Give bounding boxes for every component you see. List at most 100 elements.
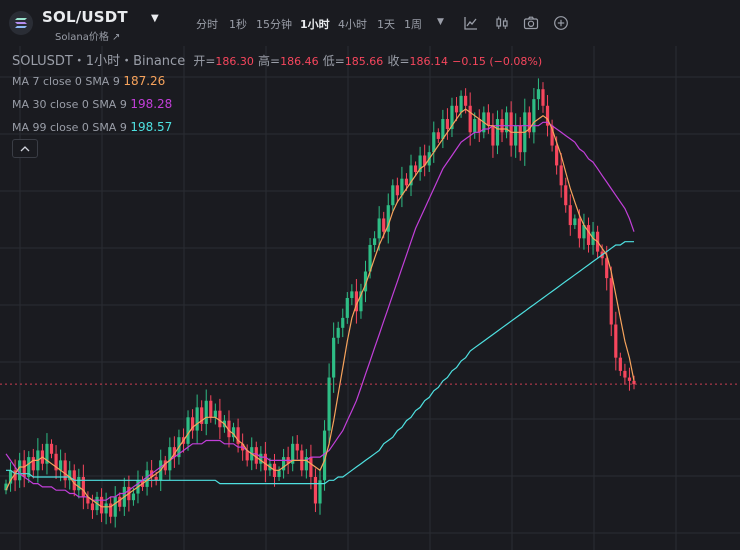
- candle-body: [614, 324, 618, 358]
- candle-body: [509, 112, 513, 146]
- candle-body: [22, 460, 26, 477]
- candle-body: [336, 327, 340, 338]
- candle-body: [27, 457, 31, 477]
- solana-logo-icon: [9, 11, 33, 35]
- candle-body: [404, 178, 409, 186]
- candle-body: [386, 205, 390, 232]
- top-toolbar: SOL/USDT ▼ Solana价格 ↗ 分时 1秒 15分钟 1小时 4小时…: [0, 0, 740, 46]
- candle-body: [473, 119, 477, 133]
- candle-body: [263, 453, 267, 471]
- candle-body: [450, 105, 454, 129]
- tab-timeframe-4h[interactable]: 4小时: [338, 18, 367, 31]
- candle-body: [4, 483, 8, 491]
- candle-body: [368, 244, 372, 272]
- candle-body: [559, 165, 563, 186]
- tab-timeframe-15m[interactable]: 15分钟: [256, 18, 292, 31]
- candle-body: [568, 205, 572, 226]
- candle-body: [109, 503, 113, 517]
- open-value: 186.30: [215, 55, 254, 68]
- candle-body: [550, 125, 554, 146]
- candle-body: [627, 377, 632, 381]
- high-label: 高=: [258, 54, 281, 68]
- close-value: 186.14: [409, 55, 449, 68]
- tab-timeframe-1s[interactable]: 1秒: [229, 18, 247, 31]
- candle-body: [31, 457, 35, 471]
- ma7-legend[interactable]: MA 7 close 0 SMA 9 187.26: [12, 74, 165, 88]
- candle-body: [504, 112, 509, 133]
- candle-body: [527, 112, 531, 133]
- candle-body: [145, 470, 149, 487]
- chevron-down-icon[interactable]: ▼: [151, 13, 159, 24]
- collapse-legend-button[interactable]: [12, 139, 38, 158]
- candle-body: [518, 125, 522, 153]
- candle-body: [577, 218, 581, 239]
- candle-body: [254, 447, 258, 464]
- candle-body: [332, 337, 336, 378]
- asset-price-link[interactable]: Solana价格 ↗: [55, 32, 121, 43]
- ma99-legend[interactable]: MA 99 close 0 SMA 9 198.57: [12, 120, 172, 134]
- pair-selector[interactable]: SOL/USDT: [42, 8, 128, 26]
- low-value: 185.66: [344, 55, 384, 68]
- candle-body: [204, 400, 208, 424]
- candle-body: [400, 178, 404, 196]
- candle-body: [118, 496, 122, 507]
- candle-body: [382, 218, 386, 232]
- candle-body: [341, 317, 345, 328]
- candle-body: [477, 119, 481, 133]
- ma30-legend[interactable]: MA 30 close 0 SMA 9 198.28: [12, 97, 172, 111]
- candle-body: [131, 493, 136, 501]
- candle-body: [86, 496, 90, 504]
- candle-body: [418, 155, 422, 173]
- tab-timeframe-1w[interactable]: 1周: [404, 18, 422, 31]
- ma99-line: [6, 241, 634, 485]
- tab-timeframe-1d[interactable]: 1天: [377, 18, 395, 31]
- candle-body: [218, 410, 222, 428]
- candle-body: [99, 496, 104, 514]
- candle-body: [18, 460, 22, 481]
- candle-body: [536, 89, 541, 100]
- tab-timeframe-tick[interactable]: 分时: [196, 18, 218, 31]
- candle-body: [172, 447, 176, 458]
- ma99-value: 198.57: [130, 120, 173, 134]
- change-value: −0.15 (−0.08%): [452, 55, 543, 68]
- candle-body: [555, 145, 559, 166]
- candle-body: [623, 370, 627, 378]
- price-chart[interactable]: [0, 46, 740, 550]
- add-icon[interactable]: [553, 15, 569, 31]
- candle-body: [495, 119, 500, 146]
- candle-body: [231, 427, 236, 438]
- camera-icon[interactable]: [523, 15, 539, 31]
- candle-body: [59, 460, 63, 471]
- candles: [4, 78, 636, 528]
- candle-body: [514, 125, 518, 146]
- close-label: 收=: [387, 54, 410, 68]
- candle-body: [454, 105, 459, 113]
- candle-body: [345, 298, 349, 318]
- candle-body: [632, 380, 636, 385]
- candle-body: [13, 470, 17, 481]
- symbol-line: SOLUSDT・1小时・Binance: [12, 54, 186, 69]
- ma30-line: [5, 121, 635, 501]
- candle-body: [541, 89, 545, 106]
- candle-body: [195, 407, 199, 431]
- candle-body: [423, 155, 427, 166]
- candle-type-icon[interactable]: [494, 15, 510, 31]
- candle-body: [277, 470, 281, 477]
- candle-body: [363, 271, 368, 292]
- open-label: 开=: [193, 54, 216, 68]
- candle-body: [45, 443, 49, 464]
- candle-body: [532, 99, 536, 133]
- candle-body: [68, 470, 72, 481]
- candle-body: [304, 457, 308, 471]
- ohlc-legend: SOLUSDT・1小时・Binance 开=186.30 高=186.46 低=…: [12, 50, 542, 69]
- indicator-icon[interactable]: [463, 15, 479, 31]
- tab-timeframe-1h[interactable]: 1小时: [300, 18, 330, 31]
- candle-body: [618, 357, 622, 371]
- candle-body: [432, 132, 436, 153]
- candle-body: [582, 225, 586, 239]
- more-timeframes-chevron-icon[interactable]: ▼: [437, 17, 444, 27]
- ma30-label: MA 30 close 0 SMA 9: [12, 98, 127, 111]
- candle-body: [609, 278, 613, 325]
- candle-body: [309, 457, 313, 477]
- candle-body: [359, 291, 363, 312]
